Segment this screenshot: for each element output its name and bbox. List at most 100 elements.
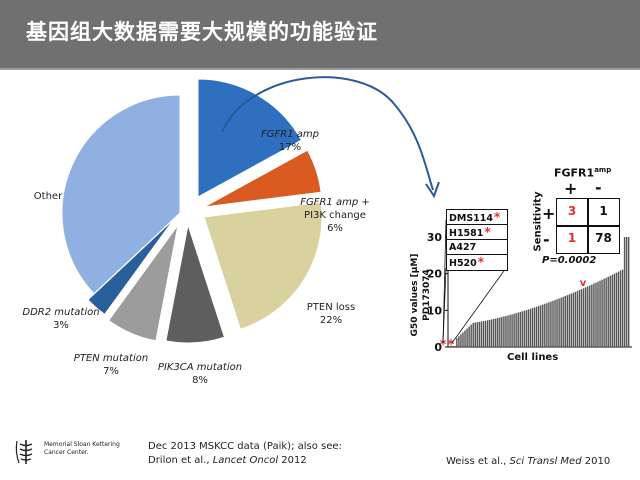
bar — [480, 321, 483, 347]
bar — [560, 297, 562, 347]
pie-slice-pten-mutation — [107, 224, 179, 342]
source-line2-post: 2012 — [278, 455, 307, 466]
bar — [570, 293, 573, 347]
bar — [527, 309, 530, 347]
bar — [501, 317, 503, 347]
table-cell-mm: 78 — [595, 231, 612, 245]
pie-label-fgfr1-pi3k-line2: PI3K change — [304, 210, 366, 221]
sensitivity-table: FGFR1amp + - Sensitivity + - 3 1 1 78 P=… — [512, 166, 632, 276]
bar-chart-ylabel-text: G50 values [µM] PD173074 — [410, 253, 432, 337]
cell-line-name: A427 — [449, 242, 477, 253]
bar — [460, 334, 462, 347]
y-tick-label: 30 — [427, 231, 443, 244]
bar — [599, 280, 601, 347]
pie-label-pik3ca-name: PIK3CA mutation — [157, 362, 243, 373]
pie-label-fgfr1-pi3k: FGFR1 amp + PI3K change 6% — [290, 196, 380, 235]
bar — [627, 237, 630, 347]
table-col-header: FGFR1amp — [554, 166, 611, 180]
bar-marker: * — [440, 338, 447, 353]
pie-label-ddr2-value: 3% — [53, 320, 69, 331]
pie-label-pten-loss: PTEN loss 22% — [296, 301, 366, 327]
bar — [550, 301, 552, 347]
cell-line-row: DMS114* — [447, 210, 507, 225]
pie-label-other-name: Other — [33, 191, 63, 202]
bar — [537, 306, 540, 347]
pie-slice-pten-loss — [203, 201, 323, 330]
bar — [456, 338, 458, 347]
bar — [562, 296, 564, 347]
bar — [472, 322, 474, 347]
bar — [585, 287, 587, 347]
bar — [623, 237, 626, 347]
mskcc-logo-line1: Memorial Sloan Kettering — [44, 441, 120, 448]
table-cell-pm: 1 — [599, 204, 608, 218]
bar — [589, 285, 591, 347]
bar — [621, 269, 624, 347]
bar — [511, 314, 513, 347]
table-grid-hline — [557, 225, 619, 227]
bar — [470, 324, 472, 347]
bar — [611, 274, 614, 347]
bar — [582, 288, 585, 347]
bar — [507, 315, 509, 347]
leader-line — [442, 267, 447, 344]
bar — [525, 310, 528, 347]
citation-journal: Sci Transl Med — [509, 456, 582, 467]
pie-slice-pik3ca — [165, 224, 226, 344]
bar — [615, 272, 618, 347]
bar — [609, 275, 611, 347]
bar — [452, 345, 454, 347]
bar — [497, 318, 499, 347]
bar — [458, 336, 460, 347]
pie-slice-other — [61, 94, 181, 295]
bar — [572, 292, 575, 347]
bar — [529, 308, 532, 347]
bar — [619, 270, 622, 347]
source-note: Dec 2013 MSKCC data (Paik); also see: Dr… — [148, 440, 342, 468]
bar — [580, 289, 583, 347]
bar — [492, 318, 495, 347]
bar — [613, 273, 616, 347]
bar — [546, 303, 548, 347]
header-divider — [0, 68, 640, 70]
pie-label-fgfr1-amp-value: 17% — [278, 142, 302, 153]
pie-label-pten-loss-name: PTEN loss — [306, 302, 356, 313]
mskcc-logo-icon — [15, 440, 33, 464]
bar-marker: v — [580, 278, 587, 289]
pie-label-ddr2: DDR2 mutation 3% — [16, 306, 106, 332]
leader-line — [451, 267, 507, 344]
bar — [542, 304, 544, 347]
bar-chart-xlabel: Cell lines — [507, 352, 559, 363]
bar — [474, 322, 476, 347]
bar — [554, 300, 556, 347]
bar — [466, 328, 468, 347]
table-col-minus: - — [595, 178, 602, 197]
bar — [531, 308, 534, 347]
bar — [462, 332, 464, 347]
bar-marker: * — [448, 338, 455, 353]
cell-line-sensitive-marker: * — [477, 255, 485, 269]
cell-line-row: H520* — [447, 255, 507, 270]
bar — [576, 290, 579, 347]
cell-line-name: H1581 — [449, 228, 484, 239]
bar — [597, 281, 599, 347]
slide-title: 基因组大数据需要大规模的功能验证 — [26, 20, 378, 44]
citation-post: 2010 — [581, 456, 611, 467]
bar — [464, 330, 466, 347]
mskcc-logo-line2: Cancer Center. — [44, 449, 89, 456]
source-line1: Dec 2013 MSKCC data (Paik); also see: — [148, 441, 342, 452]
pie-label-fgfr1-pi3k-name: FGFR1 amp + — [300, 197, 370, 208]
bar — [556, 299, 558, 347]
table-row-plus: + — [542, 204, 556, 223]
bar — [517, 312, 519, 347]
bar — [488, 319, 491, 347]
bar — [468, 326, 470, 347]
bar — [478, 321, 481, 347]
bar — [503, 316, 505, 347]
pie-label-pten-mutation: PTEN mutation 7% — [66, 352, 156, 378]
cell-line-name: DMS114 — [449, 213, 494, 224]
bar — [535, 306, 538, 347]
bar — [533, 307, 536, 347]
pie-slice-fgfr1-amp — [197, 78, 303, 198]
